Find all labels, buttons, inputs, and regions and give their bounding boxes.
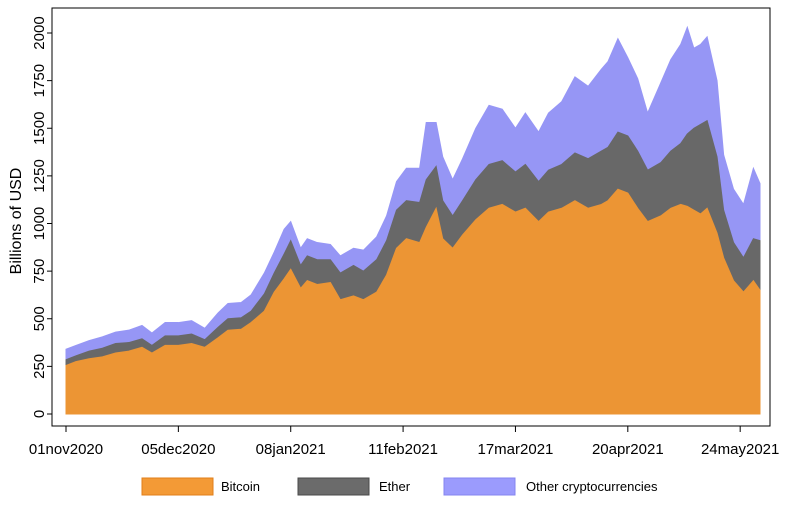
y-tick-label: 750 bbox=[31, 259, 48, 284]
x-tick-label: 11feb2021 bbox=[368, 441, 438, 458]
legend: Bitcoin Ether Other cryptocurrencies bbox=[141, 477, 658, 496]
y-tick-label: 250 bbox=[31, 354, 48, 379]
legend-label-ether: Ether bbox=[379, 479, 411, 494]
y-axis: 0 250 500 750 1000 1250 1500 1750 2000 bbox=[31, 16, 52, 418]
legend-label-bitcoin: Bitcoin bbox=[221, 479, 260, 494]
x-tick-label: 20apr2021 bbox=[592, 441, 664, 458]
y-tick-label: 0 bbox=[31, 410, 48, 418]
y-tick-label: 2000 bbox=[31, 16, 48, 49]
y-tick-label: 1000 bbox=[31, 207, 48, 240]
y-tick-label: 1750 bbox=[31, 64, 48, 97]
x-tick-label: 01nov2020 bbox=[29, 441, 103, 458]
legend-swatch-ether bbox=[297, 477, 370, 496]
x-tick-label: 24may2021 bbox=[701, 441, 779, 458]
y-tick-label: 1250 bbox=[31, 159, 48, 192]
y-tick-label: 500 bbox=[31, 306, 48, 331]
y-axis-title: Billions of USD bbox=[8, 168, 25, 275]
x-tick-label: 05dec2020 bbox=[141, 441, 215, 458]
area-bitcoin bbox=[65, 188, 761, 415]
legend-label-other-cryptocurrencies: Other cryptocurrencies bbox=[526, 479, 658, 494]
legend-swatch-other-cryptocurrencies bbox=[443, 477, 516, 496]
plot-frame bbox=[51, 7, 771, 427]
series-areas bbox=[65, 25, 761, 415]
y-tick-label: 1500 bbox=[31, 112, 48, 145]
x-tick-label: 17mar2021 bbox=[478, 441, 554, 458]
x-tick-label: 08jan2021 bbox=[256, 441, 326, 458]
x-axis: 01nov2020 05dec2020 08jan2021 11feb2021 17ma… bbox=[29, 426, 779, 458]
legend-swatch-bitcoin bbox=[141, 477, 214, 496]
